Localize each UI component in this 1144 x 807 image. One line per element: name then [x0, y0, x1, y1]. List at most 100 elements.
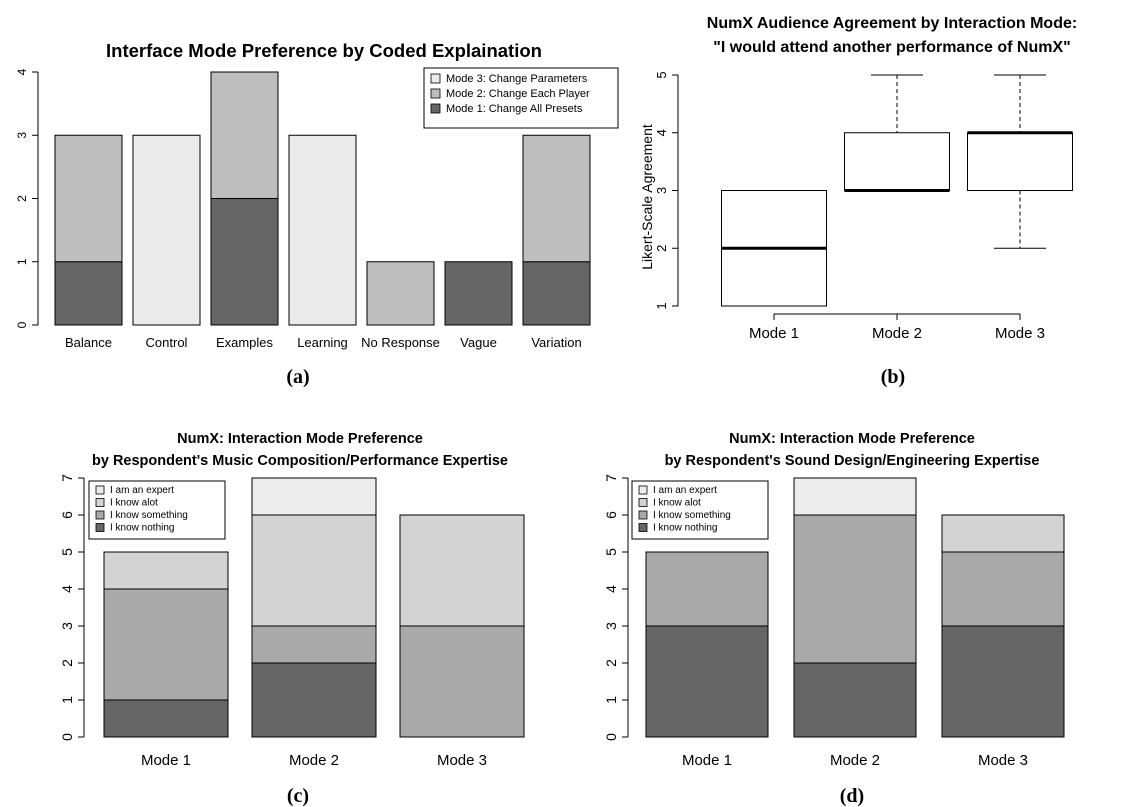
chart-a-legend-box	[423, 67, 619, 129]
chart-a-y-tick-label: 4	[15, 68, 29, 75]
chart-d-plot-area: 0 1 2 3 4 5 6 7 Mode 1 Mode 2 Mode 3 I am an expert…	[603, 474, 1065, 769]
chart-c-y-tick-label: 3	[59, 622, 75, 630]
chart-c-caption: (c)	[287, 785, 309, 807]
chart-d-y-tick-label: 1	[603, 696, 619, 704]
chart-a-category-label: Control	[146, 335, 188, 350]
chart-c-bar-mode-1-i-know-something	[103, 588, 229, 701]
chart-d-bar-mode-3-i-know-alot	[941, 514, 1065, 553]
chart-b-y-tick-label: 1	[654, 302, 669, 309]
chart-d-caption: (d)	[840, 785, 864, 807]
chart-d-legend-label: I know alot	[653, 498, 701, 509]
chart-c-bar-mode-2-i-am-an-expert	[251, 477, 377, 516]
chart-a-bar-vague-mode-1-change-all-presets	[444, 261, 513, 326]
chart-d-legend-label: I know something	[653, 510, 731, 521]
chart-b-caption: (b)	[881, 366, 905, 388]
chart-c-title-line-2: by Respondent's Music Composition/Perfor…	[92, 453, 508, 469]
chart-c-y-tick-label: 6	[59, 511, 75, 519]
chart-b-x-tick-label: Mode 2	[872, 325, 922, 342]
chart-d-legend-label: I am an expert	[653, 485, 717, 496]
chart-c-bar-mode-2-i-know-something	[251, 625, 377, 664]
chart-d-y-tick-label: 0	[603, 733, 619, 741]
chart-d-title-line-2: by Respondent's Sound Design/Engineering…	[665, 453, 1040, 469]
chart-c-y-tick-label: 7	[59, 474, 75, 482]
chart-c-music-expertise-preference: NumX: Interaction Mode Preference by Res…	[59, 431, 525, 807]
chart-c-legend-box	[88, 480, 226, 540]
chart-c-bar-mode-1-i-know-nothing	[103, 699, 229, 738]
chart-d-legend-swatch	[638, 485, 648, 495]
chart-d-y-tick-label: 6	[603, 511, 619, 519]
chart-d-legend-swatch	[638, 510, 648, 520]
chart-d-category-label: Mode 1	[682, 752, 732, 769]
chart-c-bar-mode-3-i-know-alot	[399, 514, 525, 627]
chart-c-legend-swatch	[95, 485, 105, 495]
chart-c-legend-swatch	[95, 498, 105, 507]
chart-c-bar-mode-3-i-know-something	[399, 625, 525, 738]
chart-d-legend-swatch	[638, 498, 648, 507]
chart-c-bar-mode-2-i-know-nothing	[251, 662, 377, 738]
chart-a-bar-balance-mode-2-change-each-player	[54, 134, 123, 263]
chart-c-legend-swatch	[95, 510, 105, 520]
chart-d-bar-mode-3-i-know-nothing	[941, 625, 1065, 738]
chart-b-audience-agreement-boxplot: NumX Audience Agreement by Interaction M…	[639, 15, 1077, 388]
chart-a-category-label: Variation	[531, 335, 581, 350]
chart-c-legend-label: I am an expert	[110, 485, 174, 496]
chart-a-bar-learning-mode-3-change-parameters	[288, 134, 357, 326]
chart-b-plot-area: 1 2 3 4 5 Mode 1 Mode 2 Mode 3	[654, 71, 1073, 342]
chart-b-y-tick-label: 5	[654, 71, 669, 78]
chart-d-legend-swatch	[638, 523, 648, 532]
chart-c-category-label: Mode 3	[437, 752, 487, 769]
chart-c-y-tick-label: 4	[59, 585, 75, 593]
chart-a-legend-label: Mode 1: Change All Presets	[446, 103, 583, 115]
chart-a-bar-no-response-mode-2-change-each-player	[366, 261, 435, 326]
chart-c-y-tick-label: 0	[59, 733, 75, 741]
chart-a-bar-control-mode-3-change-parameters	[132, 134, 201, 326]
chart-d-legend-label: I know nothing	[653, 523, 718, 534]
chart-b-y-tick-label: 3	[654, 187, 669, 194]
chart-a-legend-swatch	[430, 73, 441, 84]
chart-a-category-label: Vague	[460, 335, 497, 350]
chart-a-y-tick-label: 3	[15, 132, 29, 139]
chart-a-mode-preference-by-explanation: Interface Mode Preference by Coded Expla…	[15, 40, 619, 388]
chart-d-title-line-1: NumX: Interaction Mode Preference	[729, 431, 975, 447]
chart-c-legend-label: I know alot	[110, 498, 158, 509]
chart-d-y-tick-label: 7	[603, 474, 619, 482]
chart-a-legend-swatch	[430, 88, 441, 99]
chart-b-box-mode-3	[967, 132, 1073, 191]
chart-a-title: Interface Mode Preference by Coded Expla…	[106, 40, 542, 61]
chart-b-ylabel: Likert-Scale Agreement	[639, 124, 655, 270]
chart-a-bar-examples-mode-2-change-each-player	[210, 71, 279, 199]
chart-a-y-tick-label: 0	[15, 321, 29, 328]
chart-c-y-tick-label: 5	[59, 548, 75, 556]
chart-d-y-tick-label: 3	[603, 622, 619, 630]
chart-a-y-tick-label: 2	[15, 195, 29, 202]
chart-a-category-label: No Response	[361, 335, 440, 350]
chart-d-y-tick-label: 2	[603, 659, 619, 667]
chart-d-sound-design-expertise-preference: NumX: Interaction Mode Preference by Res…	[603, 431, 1065, 807]
chart-b-box-mode-2	[844, 132, 950, 191]
chart-d-y-tick-label: 5	[603, 548, 619, 556]
chart-d-category-label: Mode 3	[978, 752, 1028, 769]
chart-c-category-label: Mode 2	[289, 752, 339, 769]
chart-c-y-tick-label: 2	[59, 659, 75, 667]
chart-a-bar-variation-mode-2-change-each-player	[522, 134, 591, 263]
chart-a-legend-label: Mode 2: Change Each Player	[446, 88, 590, 100]
chart-c-category-label: Mode 1	[141, 752, 191, 769]
chart-a-category-label: Balance	[65, 335, 112, 350]
chart-a-plot-area: 0 1 2 3 4 Balance Control Examples Learning No Re…	[15, 67, 619, 350]
chart-b-y-tick-label: 4	[654, 129, 669, 136]
chart-c-legend-label: I know something	[110, 510, 188, 521]
chart-a-caption: (a)	[286, 366, 309, 388]
chart-d-y-tick-label: 4	[603, 585, 619, 593]
chart-c-legend-label: I know nothing	[110, 523, 175, 534]
chart-b-y-tick-label: 2	[654, 245, 669, 252]
chart-b-x-tick-label: Mode 3	[995, 325, 1045, 342]
chart-c-legend-swatch	[95, 523, 105, 532]
chart-a-y-tick-label: 1	[15, 258, 29, 265]
chart-a-category-label: Examples	[216, 335, 274, 350]
chart-b-title-line-2: "I would attend another performance of N…	[713, 39, 1070, 56]
chart-d-legend-box	[631, 480, 769, 540]
chart-d-category-label: Mode 2	[830, 752, 880, 769]
chart-d-bar-mode-2-i-know-something	[793, 514, 917, 664]
chart-a-bar-balance-mode-1-change-all-presets	[54, 261, 123, 326]
